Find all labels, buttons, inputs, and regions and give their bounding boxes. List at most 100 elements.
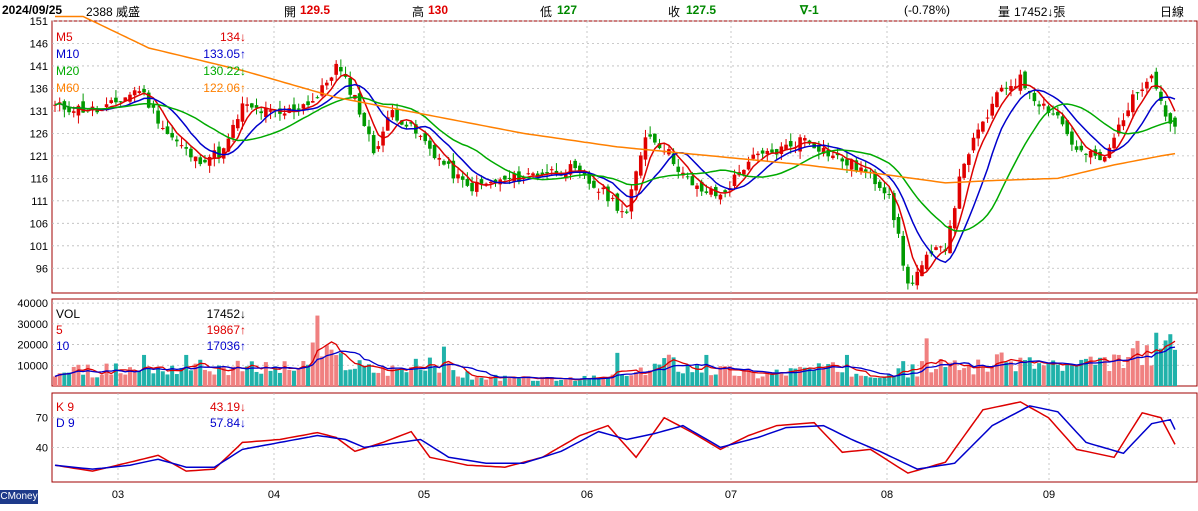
candle-body — [109, 100, 114, 104]
volume-bar — [615, 352, 620, 386]
volume-bar — [137, 371, 142, 386]
legend-label: M5 — [56, 30, 73, 44]
volume-bar — [113, 363, 118, 386]
candle-body — [1116, 124, 1121, 134]
candle-body — [460, 176, 465, 180]
candle-body — [770, 149, 774, 153]
volume-bar — [1008, 361, 1013, 386]
volume-bar — [371, 372, 376, 386]
volume-bar — [966, 365, 971, 386]
volume-bar — [610, 374, 615, 386]
volume-bar — [910, 364, 915, 386]
candle-body — [512, 173, 517, 182]
candle-body — [212, 150, 217, 159]
candle-body — [1135, 92, 1140, 94]
volume-bar — [854, 373, 859, 386]
candle-body — [390, 110, 395, 118]
volume-bar — [301, 361, 306, 386]
volume-bar — [591, 375, 596, 386]
price-panel-tick-label: 111 — [31, 196, 48, 208]
candle-body — [592, 180, 596, 188]
volume-bar — [1004, 362, 1009, 386]
volume-bar — [1013, 371, 1018, 386]
legend-label: D 9 — [56, 416, 75, 430]
volume-bar — [648, 370, 653, 386]
volume-bar — [488, 376, 493, 386]
volume-bar — [451, 370, 456, 386]
volume-bar — [530, 380, 535, 386]
candle-body — [165, 126, 170, 135]
volume-bar — [1074, 365, 1079, 386]
candle-body — [896, 217, 901, 234]
candle-body — [446, 161, 451, 164]
volume-bar — [821, 367, 826, 386]
legend-label: M60 — [56, 81, 80, 95]
volume-bar — [877, 377, 882, 386]
candle-body — [1112, 137, 1116, 149]
candle-body — [456, 174, 460, 179]
volume-bar — [1032, 368, 1037, 386]
candle-body — [1070, 131, 1074, 145]
candle-body — [1168, 113, 1173, 124]
volume-bar — [727, 366, 732, 386]
candle-body — [451, 160, 456, 179]
candle-body — [957, 176, 962, 209]
volume-bar — [905, 377, 910, 386]
candle-body — [690, 176, 695, 186]
candle-body — [259, 111, 263, 114]
candle-body — [1173, 117, 1177, 127]
candle-body — [76, 105, 81, 116]
candle-body — [1074, 146, 1079, 150]
volume-bar — [587, 379, 592, 386]
candle-body — [432, 144, 437, 159]
candle-body — [184, 147, 189, 149]
period-tab[interactable]: 日線 — [1160, 5, 1185, 19]
month-label: 05 — [418, 489, 430, 501]
volume-bar — [132, 372, 137, 386]
candle-body — [685, 176, 690, 178]
candle-body — [367, 126, 371, 135]
candle-body — [526, 173, 531, 175]
volume-bar — [474, 377, 479, 386]
volume-bar — [695, 364, 700, 386]
volume-bar — [127, 367, 132, 386]
candle-body — [287, 108, 292, 113]
open-label: 開 — [284, 5, 297, 19]
candle-body — [971, 137, 976, 151]
volume-bar — [835, 371, 840, 386]
candle-body — [967, 154, 971, 165]
candle-body — [1065, 120, 1070, 135]
low-label: 低 — [540, 5, 553, 19]
volume-bar — [760, 376, 765, 386]
volume-value: 17452↓張 — [1014, 5, 1066, 19]
volume-panel-tick-label: 30000 — [17, 319, 48, 331]
volume-bar — [1079, 359, 1084, 386]
volume-bar — [1023, 360, 1028, 386]
brand-logo: CMoney — [0, 490, 38, 504]
volume-bar — [465, 371, 470, 386]
volume-bar — [456, 376, 461, 386]
volume-bar — [146, 368, 151, 386]
volume-panel-tick-label: 40000 — [17, 298, 48, 310]
volume-bar — [324, 345, 329, 386]
volume-bar — [57, 373, 62, 386]
volume-bar — [409, 367, 414, 386]
candle-body — [863, 169, 868, 173]
candle-body — [695, 185, 699, 189]
candle-body — [231, 124, 235, 138]
candle-body — [882, 187, 887, 194]
candle-body — [938, 246, 943, 248]
volume-bar — [1135, 340, 1140, 386]
volume-bar — [957, 370, 962, 386]
candle-body — [999, 87, 1004, 92]
volume-bar — [390, 365, 395, 386]
volume-bar — [863, 376, 868, 386]
candle-body — [53, 104, 57, 106]
candle-body — [240, 103, 245, 122]
quote-date: 2024/09/25 — [2, 3, 63, 17]
candle-body — [474, 181, 479, 192]
candle-body — [873, 171, 877, 185]
volume-bar — [605, 376, 610, 386]
volume-bar — [718, 366, 723, 386]
candle-body — [137, 91, 142, 94]
